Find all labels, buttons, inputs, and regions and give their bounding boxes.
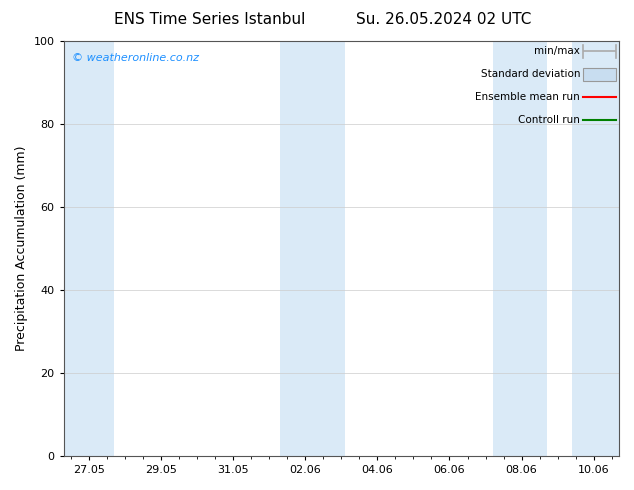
Text: Standard deviation: Standard deviation <box>481 69 580 79</box>
Bar <box>493 41 547 456</box>
Bar <box>572 41 619 456</box>
Text: Ensemble mean run: Ensemble mean run <box>476 92 580 102</box>
Bar <box>280 41 345 456</box>
Bar <box>583 68 616 80</box>
Bar <box>63 41 114 456</box>
Text: min/max: min/max <box>534 47 580 56</box>
Text: © weatheronline.co.nz: © weatheronline.co.nz <box>72 53 199 64</box>
Text: Controll run: Controll run <box>518 115 580 125</box>
Text: Su. 26.05.2024 02 UTC: Su. 26.05.2024 02 UTC <box>356 12 531 27</box>
Text: ENS Time Series Istanbul: ENS Time Series Istanbul <box>113 12 305 27</box>
Y-axis label: Precipitation Accumulation (mm): Precipitation Accumulation (mm) <box>15 146 28 351</box>
